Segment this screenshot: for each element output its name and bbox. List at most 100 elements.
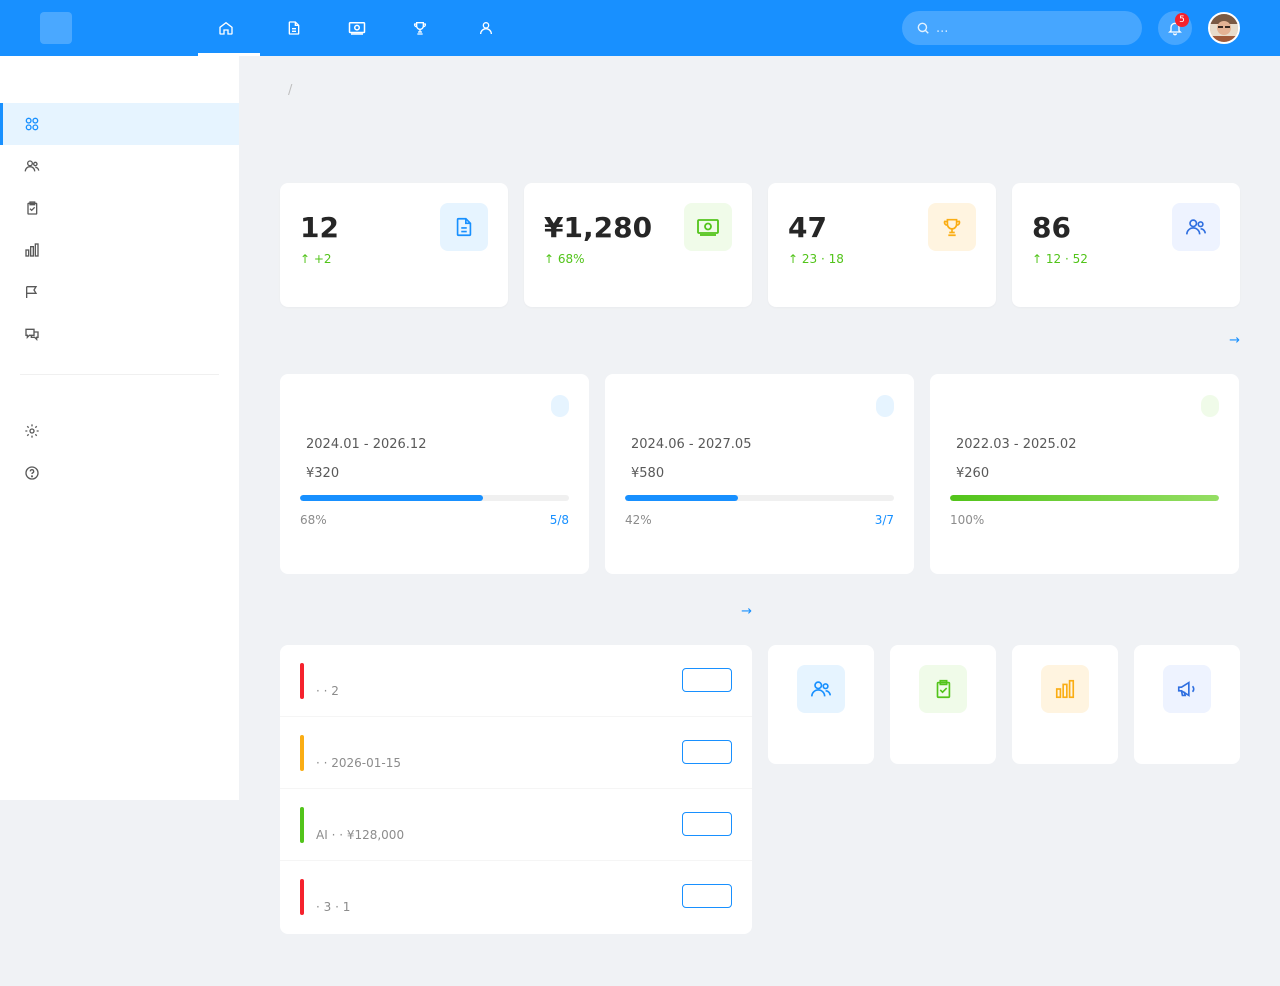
progress-text: 100% (950, 513, 985, 527)
help-icon (25, 466, 39, 480)
progress-text: 68% (300, 513, 327, 527)
milestone-text: 3/7 (874, 513, 894, 527)
notification-badge: 5 (1175, 13, 1189, 27)
stat-icon-box (1172, 203, 1220, 251)
priority-indicator (300, 879, 304, 915)
users-icon (811, 681, 831, 697)
bar-chart-icon (25, 243, 39, 257)
project-card[interactable]: 2024.06 - 2027.05 ¥580 42% 3/7 (605, 374, 914, 574)
search-input[interactable] (936, 20, 1126, 36)
sidebar (0, 56, 239, 800)
todo-item: · 3 · 1 (280, 861, 752, 933)
main-nav (198, 0, 500, 56)
project-progress-bar (300, 495, 569, 501)
project-card[interactable]: 2022.03 - 2025.02 ¥260 100% (930, 374, 1239, 574)
sidebar-item-milestones[interactable] (0, 271, 239, 313)
notification-button[interactable]: 5 (1158, 11, 1192, 45)
breadcrumb: / (280, 83, 300, 98)
sidebar-item-tasks[interactable] (0, 187, 239, 229)
quick-action-announce[interactable] (1134, 645, 1240, 764)
project-status-tag (876, 395, 894, 417)
project-progress-bar (950, 495, 1219, 501)
todo-action-button[interactable] (682, 668, 732, 692)
quick-action-tasks[interactable] (890, 645, 996, 764)
quick-icon-box (1163, 665, 1211, 713)
stat-icon-box (928, 203, 976, 251)
sidebar-item-team[interactable] (0, 145, 239, 187)
project-funding: ¥320 (306, 466, 340, 481)
nav-item-personal[interactable] (434, 0, 500, 56)
project-funding: ¥260 (956, 466, 990, 481)
progress-fill (950, 495, 1219, 501)
breadcrumb-separator: / (288, 83, 293, 98)
sidebar-item-stats[interactable] (0, 229, 239, 271)
stat-trend: ↑ 12 · 52 (1032, 252, 1088, 266)
project-lead (625, 408, 894, 423)
stat-value: 47 (788, 211, 827, 244)
clipboard-icon (27, 201, 38, 215)
quick-actions (768, 645, 1240, 764)
chat-icon (25, 328, 39, 341)
project-lead (300, 408, 569, 423)
document-icon (288, 21, 300, 35)
sidebar-item-settings[interactable] (0, 410, 239, 452)
project-cards: 2024.01 - 2026.12 ¥320 68% 5/8 2024.06 -… (280, 374, 1240, 574)
money-icon (348, 22, 366, 35)
project-status-tag (551, 395, 569, 417)
todo-item: · · 2 (280, 645, 752, 717)
todo-meta: AI · · ¥128,000 (316, 828, 405, 842)
todo-meta: · 3 · 1 (316, 900, 351, 914)
trophy-icon (943, 218, 961, 237)
brand[interactable] (40, 12, 198, 44)
todo-action-button[interactable] (682, 740, 732, 764)
project-period: 2024.06 - 2027.05 (631, 437, 752, 452)
stat-cards: 12 ↑ +2 ¥1,280 ↑ 68% 47 ↑ 23 · 18 86 (280, 183, 1240, 307)
quick-icon-box (919, 665, 967, 713)
sidebar-item-help[interactable] (0, 452, 239, 494)
view-all-projects-link[interactable]: → (1229, 333, 1240, 348)
clipboard-check-icon (936, 679, 951, 699)
money-icon (697, 219, 719, 236)
todo-list: · · 2 · · 2026-01-15 AI · · ¥128,000 · 3… (280, 645, 752, 934)
todo-item: AI · · ¥128,000 (280, 789, 752, 861)
search-icon (917, 22, 929, 34)
stat-icon-box (684, 203, 732, 251)
stat-card[interactable]: ¥1,280 ↑ 68% (524, 183, 752, 307)
quick-icon-box (797, 665, 845, 713)
stat-card[interactable]: 12 ↑ +2 (280, 183, 508, 307)
stat-value: ¥1,280 (544, 211, 653, 244)
gear-icon (25, 424, 39, 438)
project-progress-bar (625, 495, 894, 501)
stat-value: 12 (300, 211, 339, 244)
home-icon (219, 21, 233, 35)
progress-text: 42% (625, 513, 652, 527)
grid-icon (25, 117, 39, 131)
todo-action-button[interactable] (682, 812, 732, 836)
todo-item: · · 2026-01-15 (280, 717, 752, 789)
stat-card[interactable]: 47 ↑ 23 · 18 (768, 183, 996, 307)
project-footer: 68% 5/8 (300, 513, 569, 527)
nav-item-projects[interactable] (260, 0, 308, 56)
project-period: 2024.01 - 2026.12 (306, 437, 427, 452)
projects-header: → (280, 333, 1240, 348)
view-all-todos-link[interactable]: → (741, 604, 752, 619)
sidebar-item-messages[interactable] (0, 313, 239, 355)
todo-action-button[interactable] (682, 884, 732, 908)
nav-item-home[interactable] (198, 0, 260, 56)
sidebar-item-workbench[interactable] (0, 103, 239, 145)
progress-fill (625, 495, 738, 501)
quick-action-stats[interactable] (1012, 645, 1118, 764)
stat-card[interactable]: 86 ↑ 12 · 52 (1012, 183, 1240, 307)
todo-meta: · · 2 (316, 684, 339, 698)
nav-item-achievements[interactable] (372, 0, 434, 56)
user-avatar[interactable] (1208, 12, 1240, 44)
search-box[interactable] (902, 11, 1142, 45)
stat-icon-box (440, 203, 488, 251)
project-card[interactable]: 2024.01 - 2026.12 ¥320 68% 5/8 (280, 374, 589, 574)
todo-header: → (280, 604, 752, 619)
milestone-text: 5/8 (549, 513, 569, 527)
stat-value: 86 (1032, 211, 1071, 244)
quick-action-team[interactable] (768, 645, 874, 764)
nav-item-funds[interactable] (308, 0, 372, 56)
progress-fill (300, 495, 483, 501)
